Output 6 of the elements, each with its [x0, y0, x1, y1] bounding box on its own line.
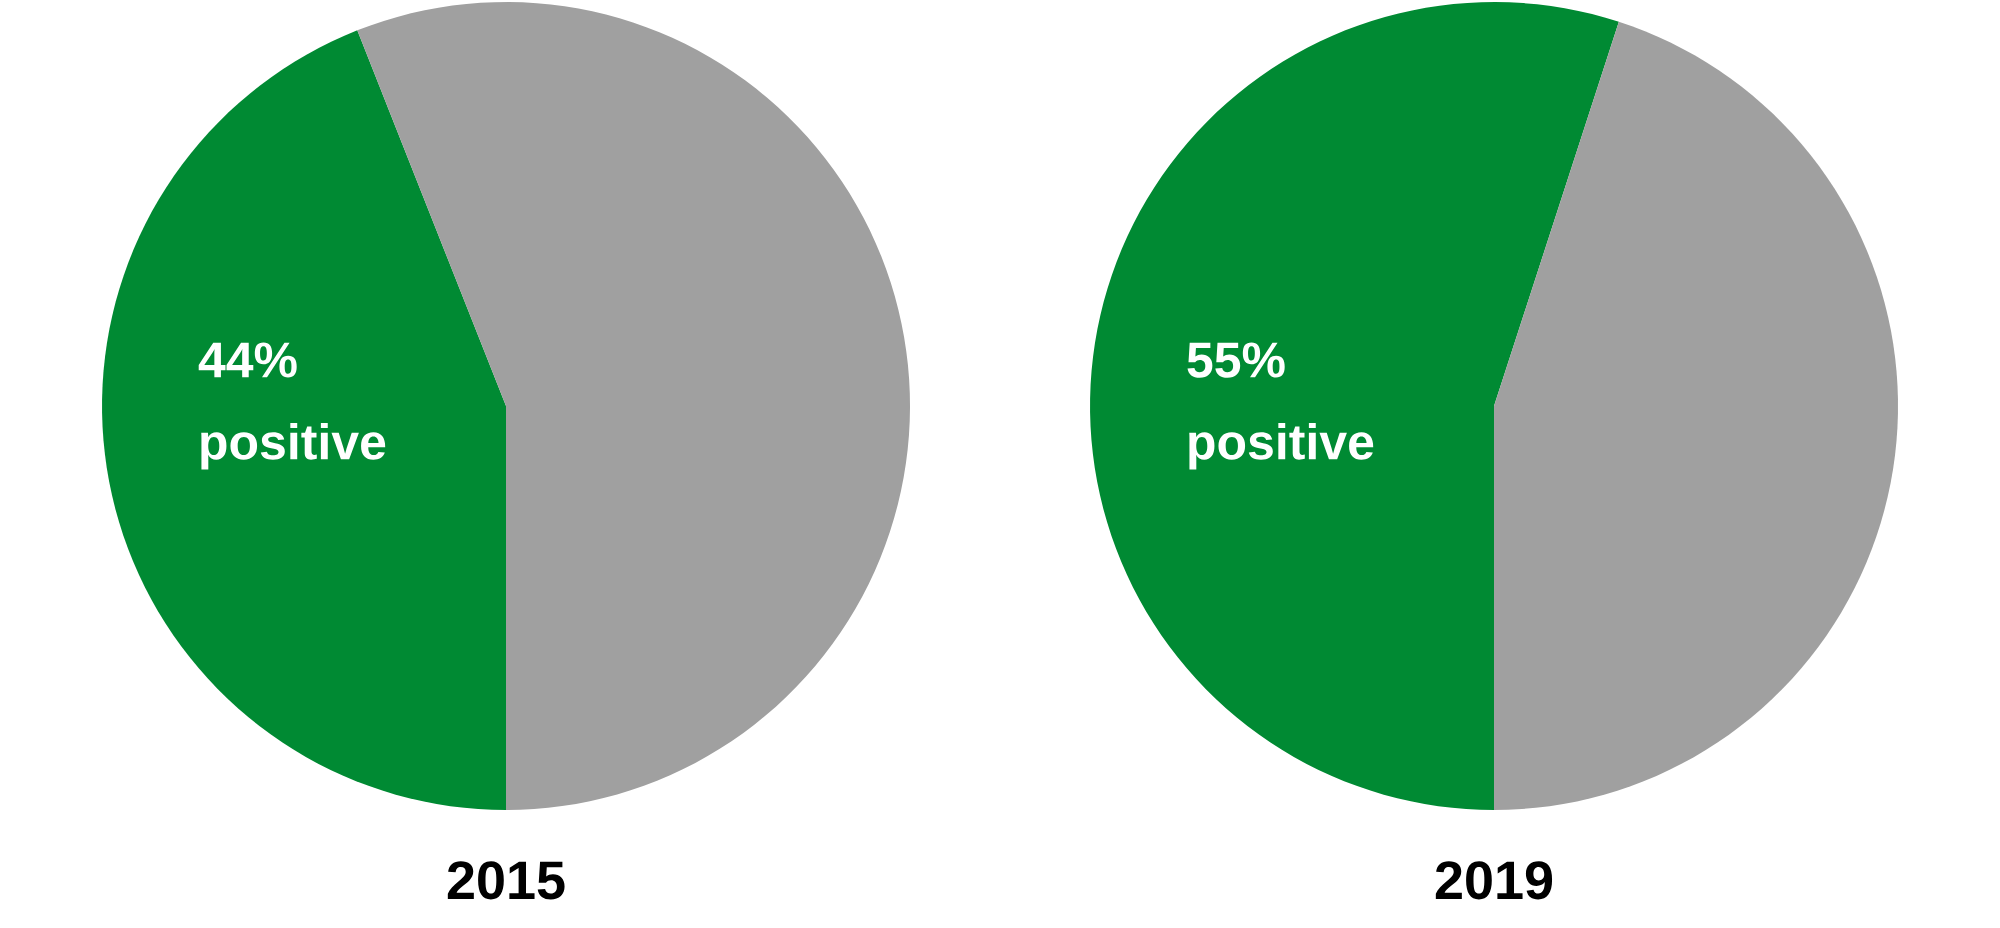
slice-label: positive [1189, 422, 1374, 470]
data-label: 55% [1187, 342, 1285, 378]
slice-label: positive [201, 422, 386, 470]
text: 2019 [1435, 861, 1553, 900]
text: 2015 [447, 861, 565, 900]
data-label: 44% [198, 342, 297, 378]
